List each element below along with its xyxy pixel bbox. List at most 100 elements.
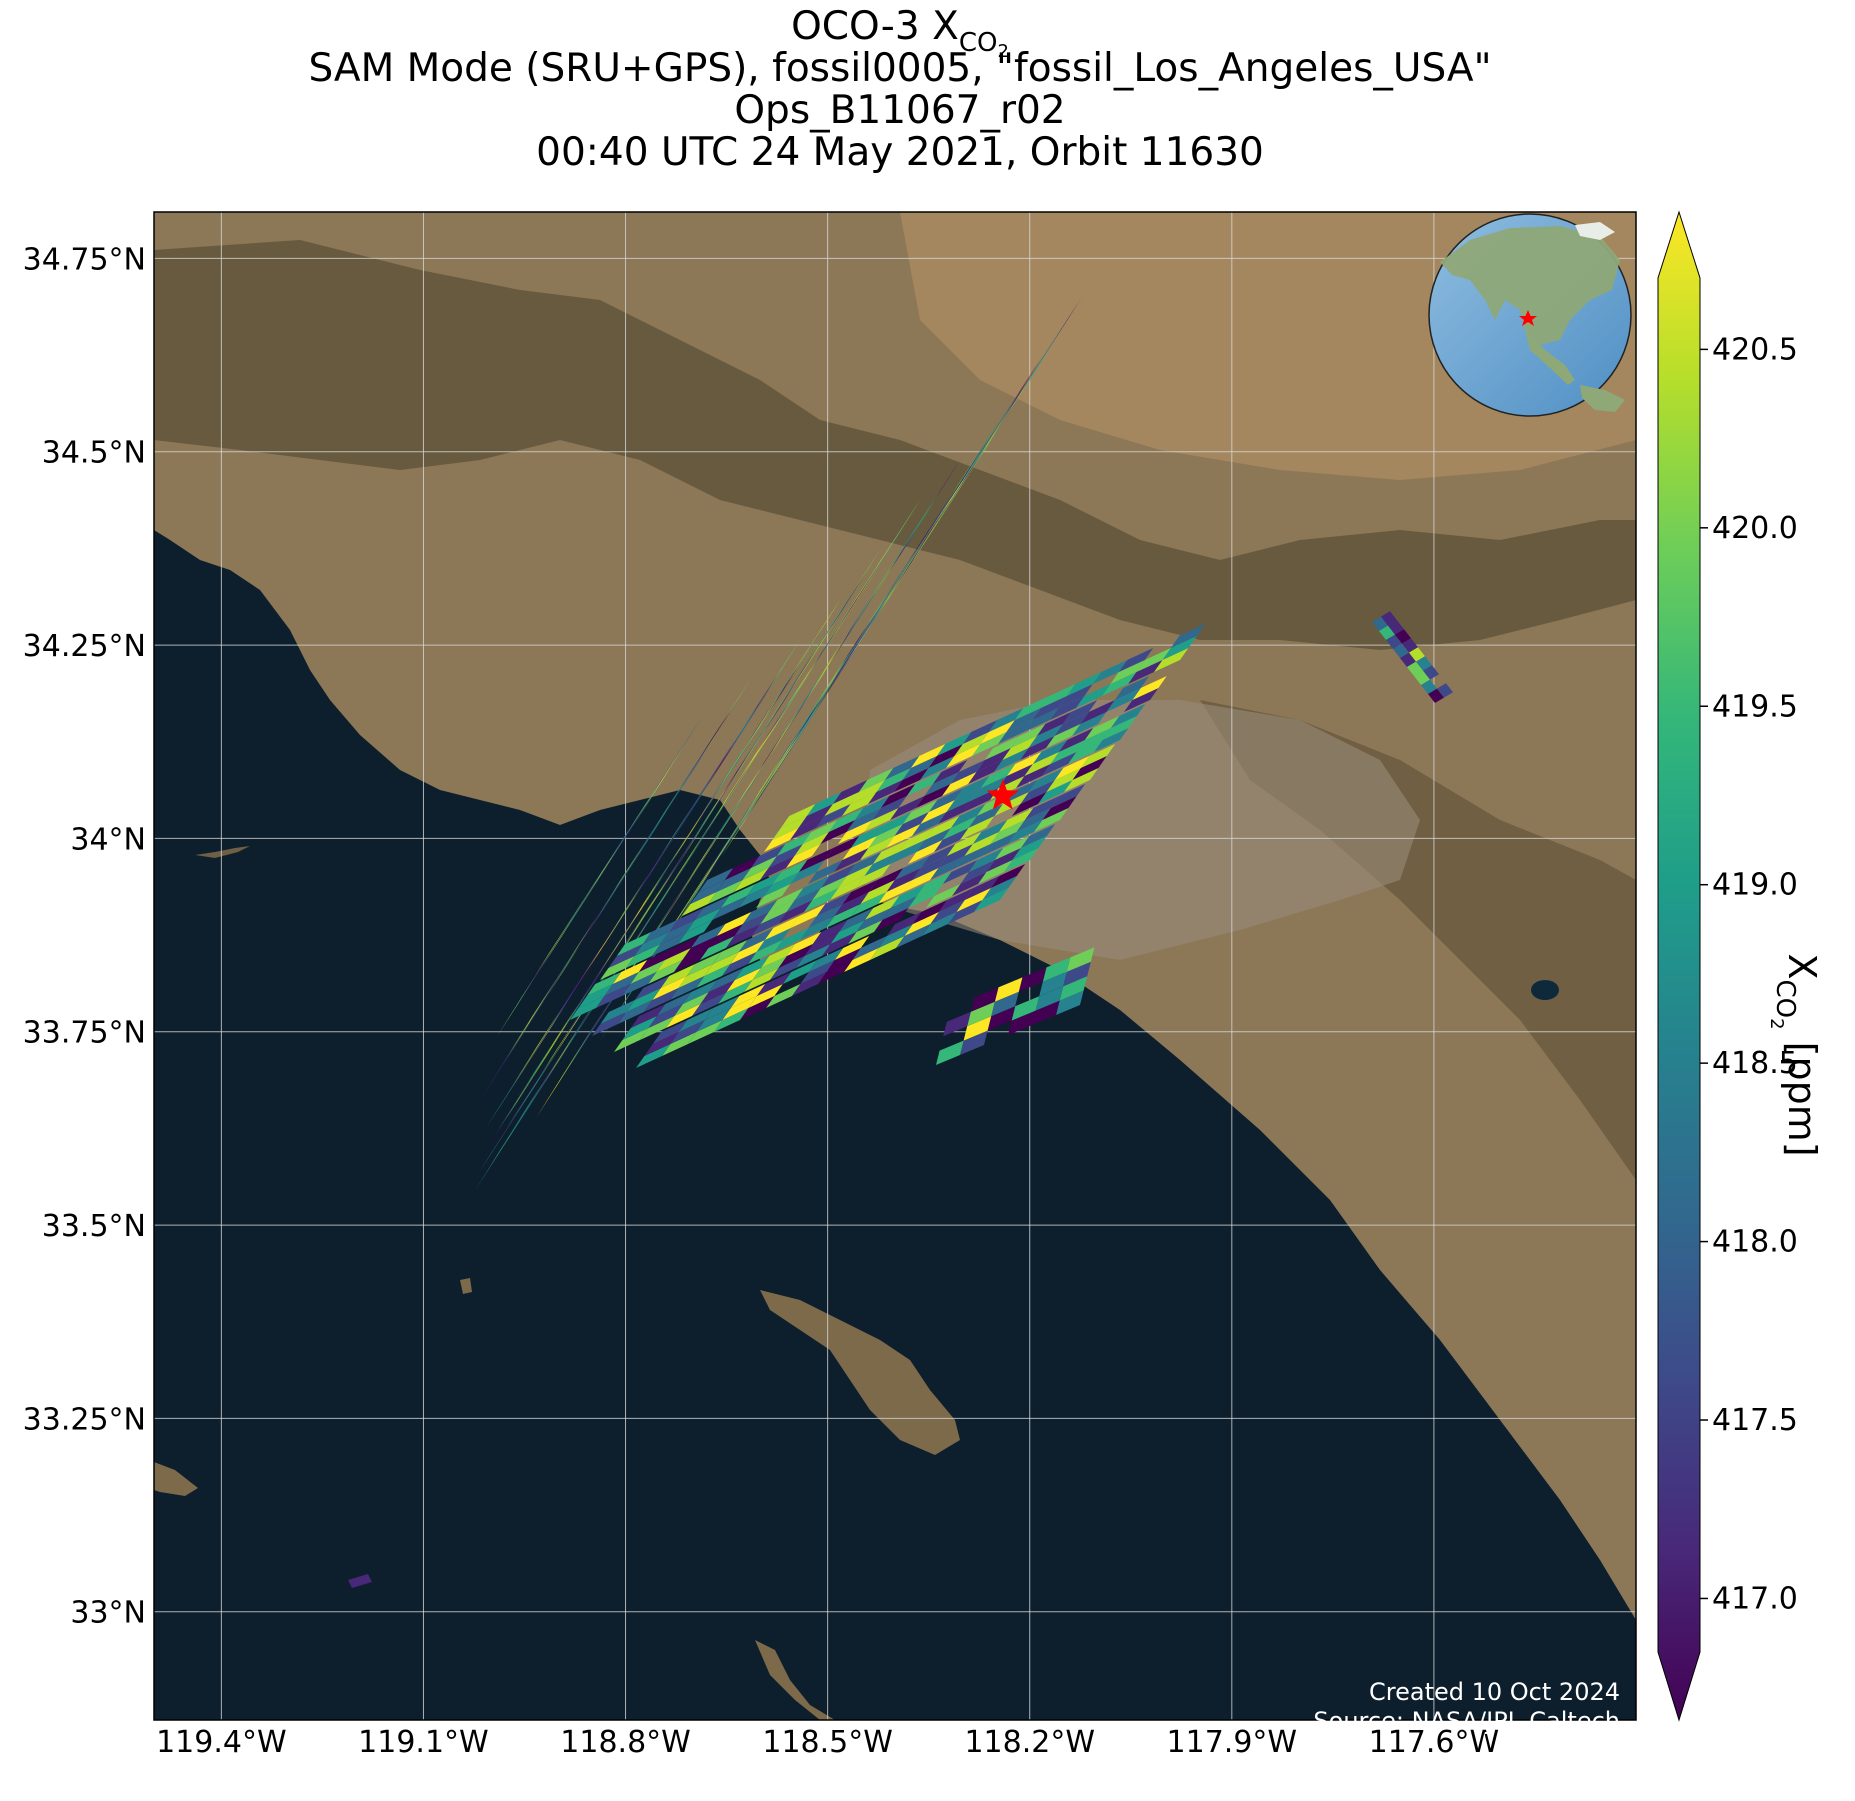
footprint <box>634 807 669 862</box>
footprint <box>522 1061 557 1117</box>
footprint <box>792 972 827 996</box>
footprint <box>813 634 848 690</box>
footprint <box>967 1001 995 1027</box>
footprint <box>565 950 600 1006</box>
footprint <box>932 760 968 784</box>
footprint <box>652 932 687 956</box>
footprint <box>1011 996 1040 1021</box>
footprint <box>804 932 839 956</box>
footprint <box>972 820 1008 844</box>
footprint <box>943 1011 971 1037</box>
footprint <box>474 1137 509 1192</box>
footprint <box>704 996 740 1020</box>
footprint <box>960 816 995 840</box>
footprint <box>852 551 887 607</box>
colorbar-tick-label: 418.0 <box>1712 1225 1798 1260</box>
footprint <box>499 1052 534 1108</box>
footprint <box>768 669 803 725</box>
footprint <box>647 786 682 842</box>
footprint <box>764 677 799 732</box>
footprint <box>569 942 604 998</box>
footprint <box>671 818 706 874</box>
footprint <box>673 744 708 800</box>
footprint <box>613 874 648 930</box>
footprint <box>1063 961 1091 987</box>
footprint <box>570 996 605 1020</box>
footprint <box>888 519 923 574</box>
footprint <box>821 598 856 654</box>
footprint <box>980 720 1015 744</box>
footprint <box>552 971 587 1026</box>
footprint <box>594 867 629 923</box>
footprint <box>964 876 1000 900</box>
footprint <box>865 530 900 586</box>
footprint <box>890 840 925 864</box>
footprint <box>827 636 862 692</box>
footprint <box>737 706 772 762</box>
footprint <box>782 681 817 737</box>
footprint <box>500 1095 535 1151</box>
footprint <box>562 1001 597 1056</box>
target-star-marker <box>986 778 1019 810</box>
footprint <box>623 894 658 950</box>
footprint <box>519 982 554 1038</box>
lon-label: 119.1°W <box>358 1725 489 1760</box>
footprint <box>686 908 721 932</box>
footprint <box>732 691 767 747</box>
footprint <box>880 555 915 610</box>
footprint <box>945 450 980 506</box>
created-date: Created 10 Oct 2024 <box>1369 1678 1620 1706</box>
footprint <box>812 876 847 900</box>
footprint <box>1020 824 1056 848</box>
footprint <box>691 718 726 774</box>
footprint <box>1076 684 1111 708</box>
footprint <box>630 960 665 984</box>
footprint <box>614 897 649 952</box>
colorbar-tick-label: 419.5 <box>1712 689 1798 724</box>
footprint <box>544 1017 579 1072</box>
footprint <box>704 952 739 976</box>
footprint <box>588 839 623 895</box>
footprint <box>1025 330 1060 386</box>
footprint <box>737 716 772 772</box>
footprint <box>838 820 873 844</box>
footprint <box>653 834 688 890</box>
footprint <box>803 614 838 670</box>
footprint <box>540 915 575 970</box>
footprint <box>844 607 879 663</box>
footprint <box>1032 696 1067 720</box>
footprint <box>493 1024 528 1080</box>
footprint <box>544 907 579 963</box>
footprint <box>746 703 781 759</box>
footprint <box>831 628 866 684</box>
footprint <box>684 767 719 822</box>
footprint <box>729 742 764 798</box>
footprint <box>820 820 855 844</box>
footprint <box>650 885 685 941</box>
footprint <box>1039 971 1067 997</box>
footprint <box>916 872 952 896</box>
footprint <box>654 737 689 793</box>
footprint <box>782 960 818 984</box>
footprint <box>772 651 807 707</box>
title-line-1: OCO-3 XCO2 <box>791 4 1009 63</box>
footprint <box>686 952 722 976</box>
footprint <box>926 884 961 908</box>
footprint <box>698 789 733 845</box>
footprint <box>670 1020 705 1044</box>
footprint <box>1068 740 1103 764</box>
footprint <box>522 941 557 997</box>
footprint <box>539 1012 574 1068</box>
footprint <box>1379 625 1395 640</box>
footprint <box>790 635 825 691</box>
footprint <box>750 844 786 868</box>
footprint <box>512 1031 547 1087</box>
footprint <box>826 613 861 669</box>
lon-label: 118.2°W <box>964 1725 1095 1760</box>
footprint <box>800 916 835 940</box>
footprint <box>768 659 803 714</box>
footprint <box>756 972 792 996</box>
footprint <box>690 880 725 904</box>
footprint <box>755 700 790 756</box>
footprint <box>522 1051 557 1106</box>
